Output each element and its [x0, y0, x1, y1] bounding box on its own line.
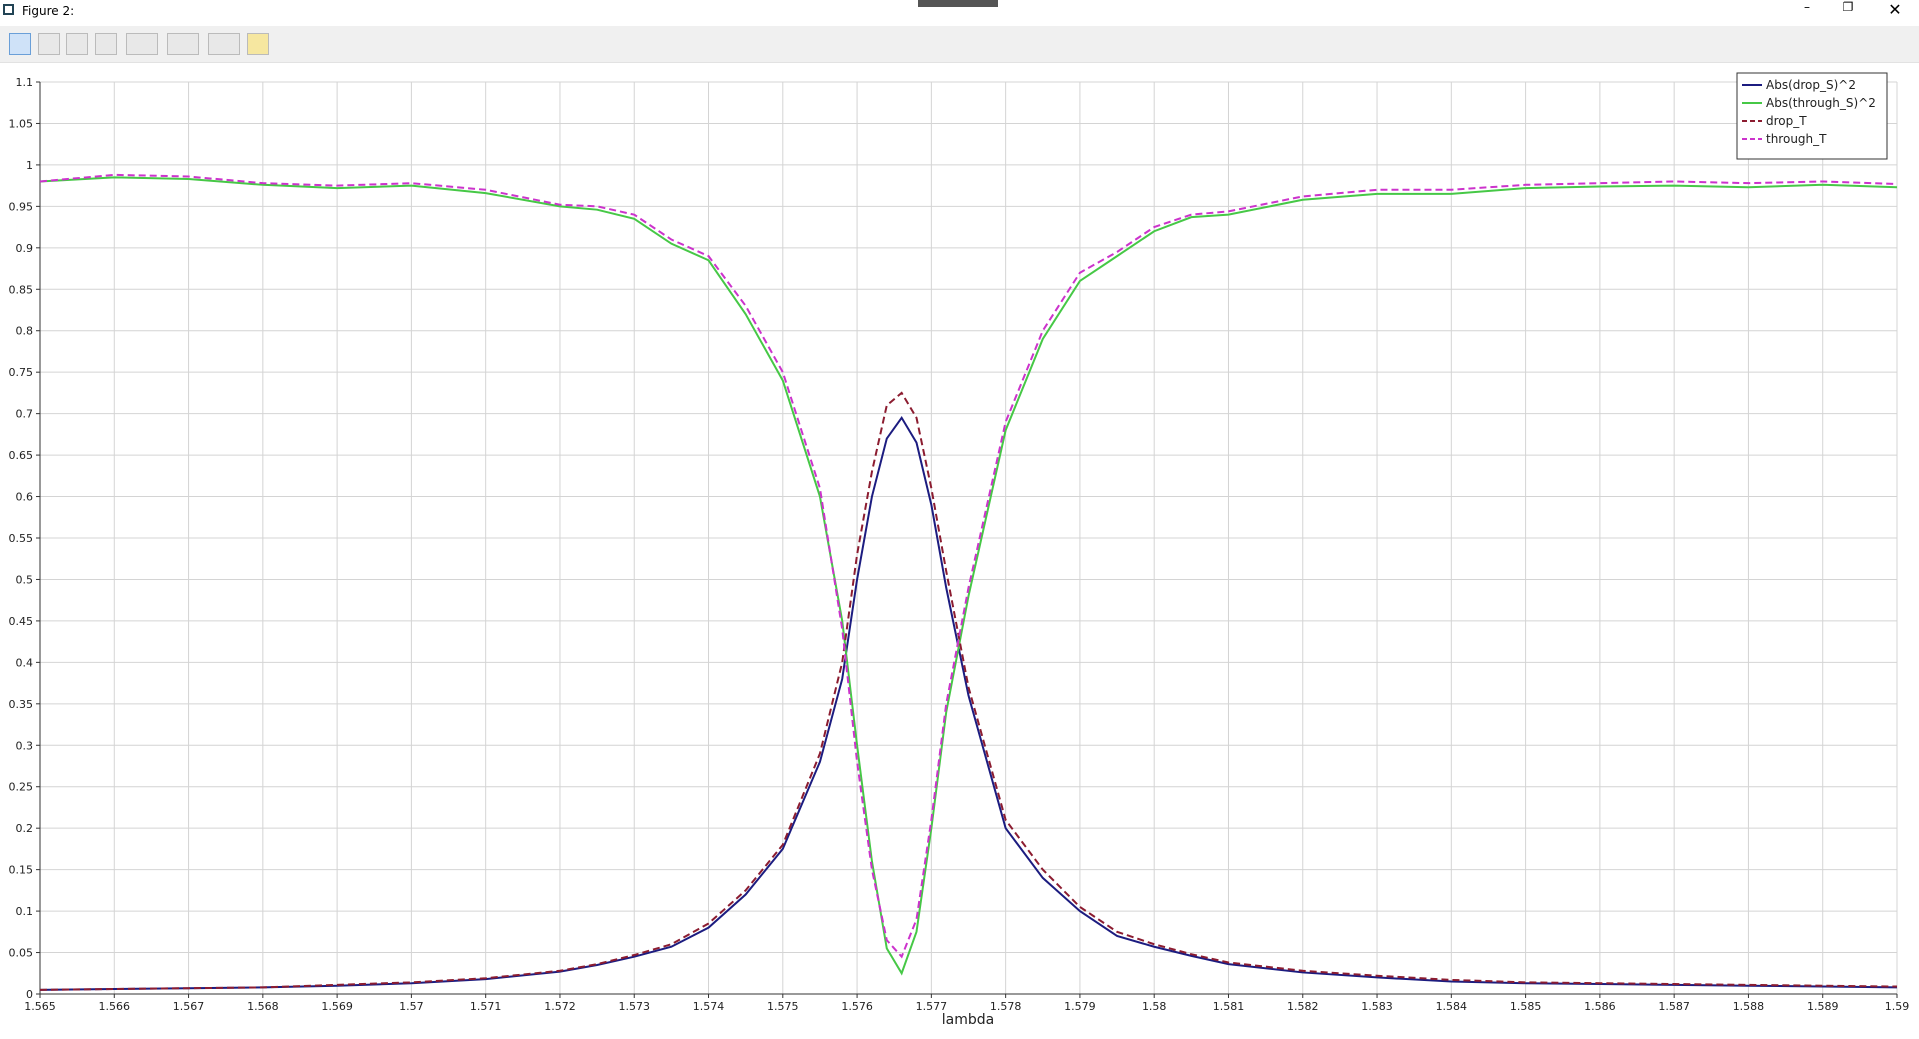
- x-tick-label: 1.576: [841, 1000, 873, 1013]
- title-bar: Figure 2: – ❐ ✕: [0, 0, 1919, 25]
- y-tick-label: 0.8: [16, 325, 34, 338]
- zoom-region-tool[interactable]: [95, 33, 117, 55]
- x-tick-label: 1.574: [693, 1000, 725, 1013]
- x-tick-label: 1.571: [470, 1000, 502, 1013]
- y-tick-label: 0.15: [9, 864, 34, 877]
- legend: Abs(drop_S)^2 Abs(through_S)^2 drop_Tthrou…: [1736, 72, 1888, 160]
- edit-tool[interactable]: [247, 33, 269, 55]
- data-line: [39, 415, 1898, 991]
- legend-label: through_T: [1766, 132, 1827, 146]
- y-tick-label: 0.5: [16, 573, 34, 586]
- y-tick-label: 1.05: [9, 117, 34, 130]
- legend-label: Abs(through_S)^2: [1766, 96, 1876, 110]
- y-tick-label: 0.7: [16, 408, 34, 421]
- x-tick-label: 1.58: [1142, 1000, 1167, 1013]
- y-tick-label: 1.1: [16, 76, 34, 89]
- y-tick-label: 0.85: [9, 283, 34, 296]
- y-tick-label: 0.55: [9, 532, 34, 545]
- minimize-button[interactable]: –: [1804, 0, 1810, 14]
- x-tick-label: 1.57: [399, 1000, 424, 1013]
- x-tick-label: 1.59: [1885, 1000, 1910, 1013]
- restore-button[interactable]: ❐: [1842, 0, 1854, 14]
- y-tick-label: 0: [26, 988, 33, 1001]
- x-axis-label: lambda: [942, 1012, 994, 1028]
- y-tick-label: 0.75: [9, 366, 34, 379]
- data-line: [39, 176, 1898, 976]
- select-tool[interactable]: [66, 33, 88, 55]
- x-tick-label: 1.588: [1733, 1000, 1765, 1013]
- pan-tool[interactable]: [38, 33, 60, 55]
- y-tick-label: 0.95: [9, 200, 34, 213]
- x-tick-label: 1.586: [1584, 1000, 1616, 1013]
- y-tick-label: 0.2: [16, 822, 34, 835]
- x-tick-label: 1.578: [990, 1000, 1022, 1013]
- chart: lambda 0 0.05 0.1 0.15 0.2 0.25 0.3 0.35 0.4 0.45…: [9, 72, 1910, 1028]
- y-tick-label: 0.1: [16, 905, 34, 918]
- x-tick-label: 1.584: [1436, 1000, 1468, 1013]
- toolbar: [0, 26, 1919, 63]
- y-tick-label: 0.9: [16, 242, 34, 255]
- y-tick-label: 1: [26, 159, 33, 172]
- y-tick-label: 0.45: [9, 615, 34, 628]
- data-line: [39, 173, 1898, 959]
- y-tick-label: 0.35: [9, 698, 34, 711]
- y-tick-label: 0.65: [9, 449, 34, 462]
- zoom-tool[interactable]: [9, 33, 31, 55]
- legend-box: [1736, 72, 1888, 160]
- x-tick-label: 1.587: [1658, 1000, 1690, 1013]
- x-tick-label: 1.567: [173, 1000, 205, 1013]
- x-tick-label: 1.572: [544, 1000, 576, 1013]
- x-tick-label: 1.565: [24, 1000, 56, 1013]
- legend-label: Abs(drop_S)^2: [1766, 78, 1856, 92]
- x-tick-label: 1.575: [767, 1000, 799, 1013]
- x-tick-label: 1.583: [1361, 1000, 1393, 1013]
- x-tick-label: 1.585: [1510, 1000, 1542, 1013]
- x-tick-label: 1.569: [321, 1000, 353, 1013]
- y-tick-label: 0.3: [16, 739, 34, 752]
- drag-handle: [918, 0, 998, 7]
- x-tick-label: 1.568: [247, 1000, 279, 1013]
- y-tick-label: 0.25: [9, 781, 34, 794]
- y-tick-label: 0.4: [16, 656, 34, 669]
- x-tick-label: 1.573: [618, 1000, 650, 1013]
- x-tick-label: 1.589: [1807, 1000, 1839, 1013]
- x-tick-label: 1.579: [1064, 1000, 1096, 1013]
- x-tick-label: 1.581: [1213, 1000, 1245, 1013]
- close-button[interactable]: ✕: [1888, 0, 1902, 19]
- y-tick-label: 0.6: [16, 491, 34, 504]
- y-tick-label: 0.05: [9, 947, 34, 960]
- data-line: [39, 391, 1898, 991]
- x-tick-label: 1.577: [916, 1000, 948, 1013]
- window-title: Figure 2:: [22, 4, 75, 18]
- plot-options-tool[interactable]: [126, 33, 158, 55]
- x-tick-label: 1.566: [99, 1000, 131, 1013]
- legend-label: drop_T: [1766, 114, 1807, 128]
- text-tool[interactable]: [167, 33, 199, 55]
- app-icon: [3, 4, 14, 15]
- x-tick-label: 1.582: [1287, 1000, 1319, 1013]
- marker-tool[interactable]: [208, 33, 240, 55]
